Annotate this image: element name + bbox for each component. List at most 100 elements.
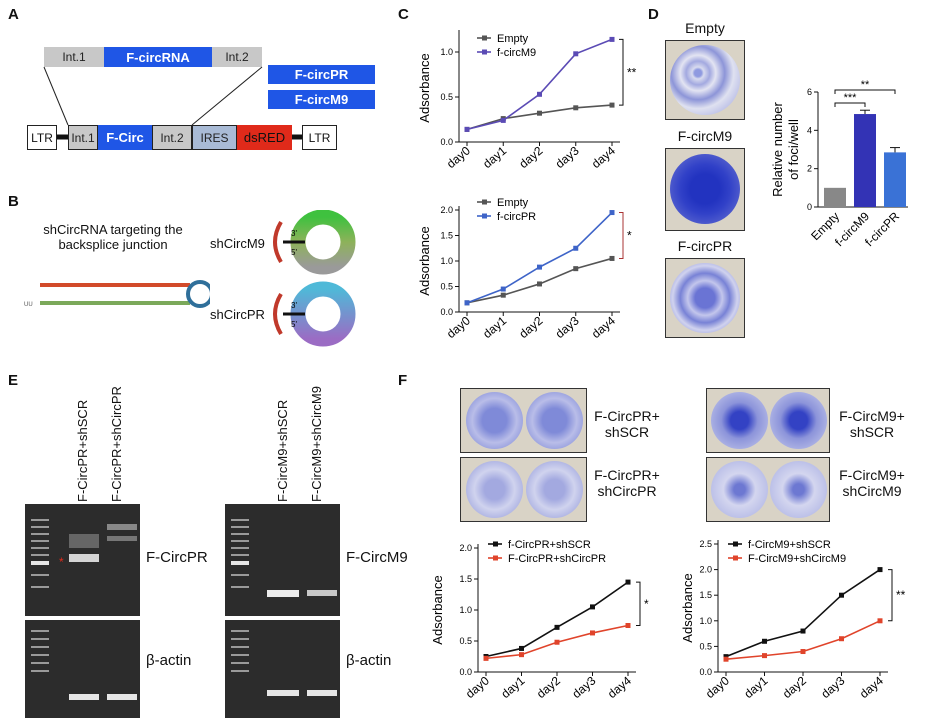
data-point	[500, 292, 506, 298]
y-tick-label: 0.5	[440, 282, 453, 292]
m9-3prime: 3'	[291, 229, 297, 238]
series-line	[466, 104, 613, 131]
data-point	[573, 245, 579, 251]
legend-marker	[493, 555, 498, 561]
legend-label: f-CircPR+shSCR	[508, 539, 591, 551]
gel-circm9	[225, 504, 340, 616]
plate-circm9-shscr	[706, 388, 830, 453]
y-axis-label: of foci/well	[786, 119, 801, 180]
x-tick-label: day1	[498, 673, 527, 701]
shcircm9-label: shCircM9	[210, 236, 265, 251]
x-tick-label: day2	[516, 313, 545, 341]
chart-c-bottom: 0.0 0.5 1.0 1.5 2.0 day0 day1 day2 day3 day4 Adsor…	[417, 197, 632, 341]
hairpin-diagram: UU	[24, 280, 210, 308]
significance-bracket	[888, 569, 893, 622]
series-line	[466, 211, 613, 304]
panel-label-e: E	[8, 372, 19, 389]
data-point	[519, 645, 524, 651]
ltr-left: LTR	[27, 125, 57, 150]
x-tick-label: day0	[444, 313, 473, 341]
bar	[884, 152, 906, 207]
data-point	[464, 300, 470, 306]
pr-3prime: 3'	[291, 301, 297, 310]
x-tick-label: day1	[741, 673, 770, 701]
plate-label-circm9-shscr: F-CircM9+ shSCR	[839, 408, 905, 440]
stat-mark: **	[861, 79, 870, 91]
x-tick-label: day0	[703, 673, 732, 701]
stat-bracket	[834, 89, 896, 94]
significance-bracket	[636, 581, 641, 626]
circrna-top: F-circRNA	[104, 47, 212, 67]
dish-circm9	[665, 148, 745, 231]
x-tick-label: day3	[553, 313, 582, 341]
legend-label: f-circPR	[497, 211, 536, 223]
plate-circpr-shscr	[460, 388, 587, 453]
dish-label-empty: Empty	[685, 20, 725, 36]
data-point	[877, 618, 883, 624]
vector-intron1: Int.1	[68, 125, 98, 150]
x-tick-label: day3	[569, 673, 598, 701]
data-point	[839, 592, 844, 598]
lane-label-circpr-shscr: F-CircPR+shSCR	[75, 399, 90, 502]
y-tick-label: 0.5	[459, 636, 472, 646]
lane-label-circm9-shscr: F-CircM9+shSCR	[275, 399, 290, 502]
y-tick-label: 2.0	[440, 205, 453, 215]
chart-f-left: 0.0 0.5 1.0 1.5 2.0 day0 day1 day2 day3 day4 Adsor…	[430, 539, 649, 701]
data-point	[573, 266, 579, 272]
intron1-top: Int.1	[44, 47, 104, 67]
x-tick-label: day4	[589, 143, 618, 171]
panel-label-d: D	[648, 6, 659, 23]
panel-label-b: B	[8, 193, 19, 210]
actin-label-right: β-actin	[346, 652, 392, 669]
x-tick-label: day0	[444, 143, 473, 171]
y-tick-label: 1.0	[440, 47, 453, 57]
data-point	[625, 579, 631, 585]
legend-marker	[482, 35, 487, 41]
data-point	[609, 255, 615, 261]
chart-c-top: 0.0 0.5 1.0 day0 day1 day2 day3 day4 Adsorbance E…	[417, 30, 637, 171]
x-tick-label: day0	[463, 673, 492, 701]
x-tick-label: f-circPR	[862, 209, 902, 249]
panel-label-c: C	[398, 6, 409, 23]
vector-dsred: dsRED	[237, 125, 292, 150]
y-tick-label: 1.0	[699, 616, 712, 626]
ltr-right: LTR	[302, 125, 337, 150]
vector-ires: IRES	[192, 125, 237, 150]
significance-mark: *	[627, 229, 632, 243]
y-axis-label: Adsorbance	[680, 573, 695, 642]
y-axis-label: Adsorbance	[430, 575, 445, 644]
y-tick-label: 1.5	[699, 590, 712, 600]
data-point	[762, 638, 767, 644]
significance-mark: **	[896, 588, 906, 602]
legend-label: Empty	[497, 197, 529, 209]
data-point	[483, 655, 489, 661]
x-tick-label: day4	[589, 313, 618, 341]
legend-marker	[493, 541, 498, 547]
y-axis-label: Adsorbance	[417, 53, 432, 122]
y-tick-label: 0.0	[440, 307, 453, 317]
pr-5prime: 5'	[291, 320, 297, 329]
legend-marker	[733, 555, 738, 561]
data-point	[554, 639, 560, 645]
series-line	[466, 38, 613, 131]
vector-intron2: Int.2	[152, 125, 192, 150]
data-point	[573, 51, 579, 57]
y-tick-label: 1.0	[459, 605, 472, 615]
plate-circpr-shcircpr	[460, 457, 587, 522]
data-point	[723, 654, 729, 660]
y-tick-label: 2.5	[699, 539, 712, 549]
variant-circm9: F-circM9	[268, 90, 375, 109]
dish-label-circm9: F-circM9	[677, 128, 733, 144]
stat-bracket	[834, 102, 866, 107]
gel-actin-left	[25, 620, 140, 718]
significance-bracket	[619, 38, 624, 106]
data-point	[877, 567, 883, 573]
dish-empty	[665, 40, 745, 120]
data-point	[519, 652, 524, 658]
chart-f-right: 0.0 0.5 1.0 1.5 2.0 2.5 day0 day1 day2 day3 day4 Ad…	[680, 539, 906, 701]
y-tick-label: 1.5	[440, 231, 453, 241]
x-tick-label: day1	[480, 313, 509, 341]
legend-label: F-CircPR+shCircPR	[508, 553, 606, 565]
hairpin-uu-text: UU	[24, 302, 33, 308]
